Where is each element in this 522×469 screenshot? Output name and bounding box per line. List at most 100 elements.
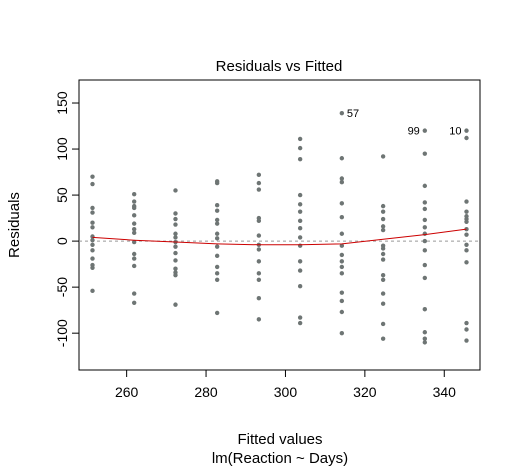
plot-frame	[78, 79, 481, 371]
outlier-label: 99	[408, 126, 420, 138]
residual-point	[297, 259, 303, 264]
residual-point	[422, 238, 428, 244]
residual-point	[380, 301, 386, 306]
residual-point	[422, 200, 428, 205]
residual-point	[173, 272, 178, 278]
residual-point	[131, 291, 137, 296]
residual-point	[422, 206, 428, 212]
residual-point	[339, 156, 345, 161]
residual-point	[464, 248, 469, 253]
residual-point	[297, 226, 303, 231]
residual-point	[422, 262, 428, 268]
residual-point	[339, 110, 345, 116]
y-tick-label: 100	[54, 137, 70, 161]
residual-point	[422, 336, 428, 341]
residual-point	[339, 231, 345, 236]
residual-point	[422, 275, 428, 281]
residual-point	[297, 136, 303, 142]
residual-point	[90, 220, 95, 225]
residual-point	[173, 222, 178, 227]
x-axis: 260 280 300 320 340	[115, 369, 457, 400]
residual-point	[339, 214, 345, 220]
residual-point	[339, 179, 345, 185]
residual-point	[464, 128, 469, 133]
residual-point	[297, 156, 303, 162]
residual-point	[131, 300, 137, 305]
residual-point	[464, 338, 469, 343]
residual-point	[339, 176, 345, 181]
chart-title: Residuals vs Fitted	[216, 58, 343, 75]
residual-point	[214, 244, 220, 249]
residual-point	[90, 242, 95, 247]
residual-point	[90, 256, 95, 261]
residual-point	[297, 202, 303, 207]
residual-point	[256, 259, 262, 264]
residual-point	[380, 277, 386, 282]
residual-point	[422, 330, 428, 335]
residual-point	[380, 216, 386, 222]
residual-point	[131, 226, 137, 232]
smooth-trend-line	[92, 228, 467, 246]
residual-point	[380, 224, 386, 229]
residual-point	[256, 271, 262, 276]
residual-point	[131, 251, 137, 257]
residual-point	[131, 213, 137, 218]
residual-point	[131, 199, 137, 204]
residual-point	[90, 210, 95, 215]
residual-point	[256, 172, 262, 178]
residual-point	[90, 248, 95, 253]
residual-point	[297, 268, 303, 273]
residual-point	[339, 201, 345, 206]
y-axis-title: Residuals	[6, 192, 23, 258]
residual-point	[297, 192, 303, 198]
residual-point	[297, 320, 303, 326]
residual-point	[464, 209, 469, 214]
residual-point	[173, 231, 178, 236]
residual-point	[422, 217, 428, 223]
residual-point	[297, 145, 303, 151]
residual-point	[380, 154, 386, 159]
residual-point	[214, 271, 220, 276]
residual-point	[464, 135, 469, 141]
y-axis: -100 -50 0 50 100 150	[54, 91, 80, 347]
residual-point	[256, 180, 262, 186]
residual-point	[131, 221, 137, 226]
y-tick-label: -50	[54, 277, 70, 297]
residual-point	[214, 231, 220, 236]
y-tick-label: -100	[54, 319, 70, 347]
residual-point	[464, 219, 469, 224]
residual-point	[256, 247, 262, 252]
residual-point	[339, 298, 345, 304]
residual-point	[214, 277, 220, 282]
residual-point	[90, 265, 95, 271]
residual-point	[256, 233, 262, 238]
x-tick-label: 320	[353, 384, 377, 400]
residual-points	[90, 110, 469, 345]
residual-point	[380, 227, 386, 233]
residual-point	[422, 151, 428, 156]
residual-point	[297, 235, 303, 240]
residual-point	[297, 209, 303, 214]
residual-point	[422, 128, 428, 133]
residual-point	[173, 258, 178, 263]
residual-point	[131, 230, 137, 236]
residual-point	[380, 257, 386, 262]
outlier-label: 57	[347, 108, 359, 120]
residual-point	[339, 243, 345, 248]
residual-point	[464, 199, 469, 204]
residual-point	[173, 216, 178, 222]
residual-point	[422, 225, 428, 230]
outlier-label: 10	[449, 126, 461, 138]
residual-point	[173, 188, 178, 193]
residual-point	[464, 232, 469, 237]
residual-point	[297, 218, 303, 224]
residual-point	[297, 243, 303, 248]
residual-point	[380, 272, 386, 278]
residual-point	[464, 242, 469, 247]
residual-point	[422, 248, 428, 253]
x-tick-label: 340	[433, 384, 457, 400]
residual-point	[173, 250, 178, 256]
residual-point	[256, 277, 262, 282]
residual-point	[90, 288, 95, 294]
